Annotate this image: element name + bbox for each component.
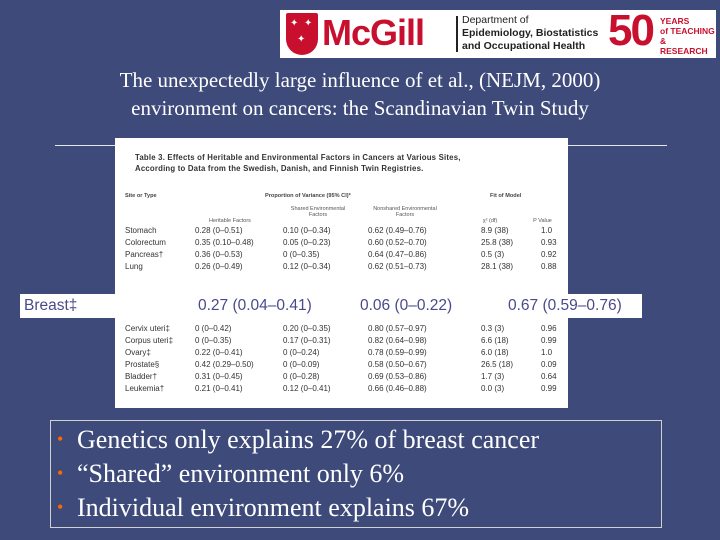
bullet-icon: • (57, 429, 64, 449)
department-name: Department of Epidemiology, Biostatistic… (462, 14, 599, 52)
header-site: Site or Type (125, 193, 157, 199)
breast-heritable: 0.27 (0.04–0.41) (198, 297, 312, 314)
table-row: Cervix uteri‡ 0 (0–0.42) 0.20 (0–0.35) 0.80… (125, 324, 557, 333)
mcgill-logo-banner: ✦ ✦ ✦ McGill Department of Epidemiology, B… (280, 6, 716, 58)
breast-shared: 0.06 (0–0.22) (360, 297, 453, 314)
bullet-item: • “Shared” environment only 6% (57, 459, 405, 488)
breast-row-highlight: Breast‡ 0.27 (0.04–0.41) 0.06 (0–0.22) 0… (20, 294, 642, 318)
breast-nonshared: 0.67 (0.59–0.76) (508, 297, 622, 314)
subheader-shared: Shared Environmental Factors (290, 206, 346, 218)
bullet-item: • Individual environment explains 67% (57, 493, 470, 522)
twin-study-table: Table 3. Effects of Heritable and Enviro… (115, 138, 568, 408)
bullet-icon: • (57, 463, 64, 483)
mcgill-wordmark: McGill (322, 12, 425, 53)
subheader-nonshared: Nonshared Environmental Factors (373, 206, 437, 218)
breast-site-label: Breast‡ (24, 297, 78, 314)
anniversary-number: 50 (608, 6, 655, 55)
table-caption: Table 3. Effects of Heritable and Enviro… (135, 153, 461, 173)
table-row: Ovary‡ 0.22 (0–0.41) 0 (0–0.24) 0.78 (0.59–… (125, 348, 553, 357)
anniversary-text: YEARS of TEACHING & RESEARCH (660, 16, 715, 56)
table-row: Stomach 0.28 (0–0.51) 0.10 (0–0.34) 0.62 (0… (125, 226, 553, 235)
mcgill-crest-icon: ✦ ✦ ✦ (286, 13, 318, 55)
slide-title-line1: The unexpectedly large influence of et a… (119, 68, 601, 92)
header-proportion: Proportion of Variance (95% CI)* (265, 193, 351, 199)
bullet-icon: • (57, 497, 64, 517)
subheader-heritable: Heritable Factors (209, 218, 251, 224)
table-row: Colorectum 0.35 (0.10–0.48) 0.05 (0–0.23) 0… (125, 238, 557, 247)
table-row: Pancreas† 0.36 (0–0.53) 0 (0–0.35) 0.64 (0.… (125, 250, 557, 259)
logo-divider (456, 16, 458, 52)
subheader-chi: χ² (df) (482, 218, 498, 224)
table-row: Corpus uteri‡ 0 (0–0.35) 0.17 (0–0.31) 0.82… (125, 336, 557, 345)
slide-title: The unexpectedly large influence of et a… (40, 66, 680, 122)
header-fit: Fit of Model (490, 193, 522, 199)
table-row: Prostate§ 0.42 (0.29–0.50) 0 (0–0.09) 0.58 … (125, 360, 557, 369)
table-row: Lung 0.26 (0–0.49) 0.12 (0–0.34) 0.62 (0.51… (125, 262, 557, 271)
table-row: Bladder† 0.31 (0–0.45) 0 (0–0.28) 0.69 (0.5… (125, 372, 557, 381)
subheader-p: P Value (533, 218, 552, 224)
bullet-item: • Genetics only explains 27% of breast ca… (57, 425, 540, 454)
slide-title-line2: environment on cancers: the Scandinavian… (131, 96, 589, 120)
key-points-box: • Genetics only explains 27% of breast ca… (50, 420, 662, 528)
table-row: Leukemia† 0.21 (0–0.41) 0.12 (0–0.41) 0.66 … (125, 384, 557, 393)
